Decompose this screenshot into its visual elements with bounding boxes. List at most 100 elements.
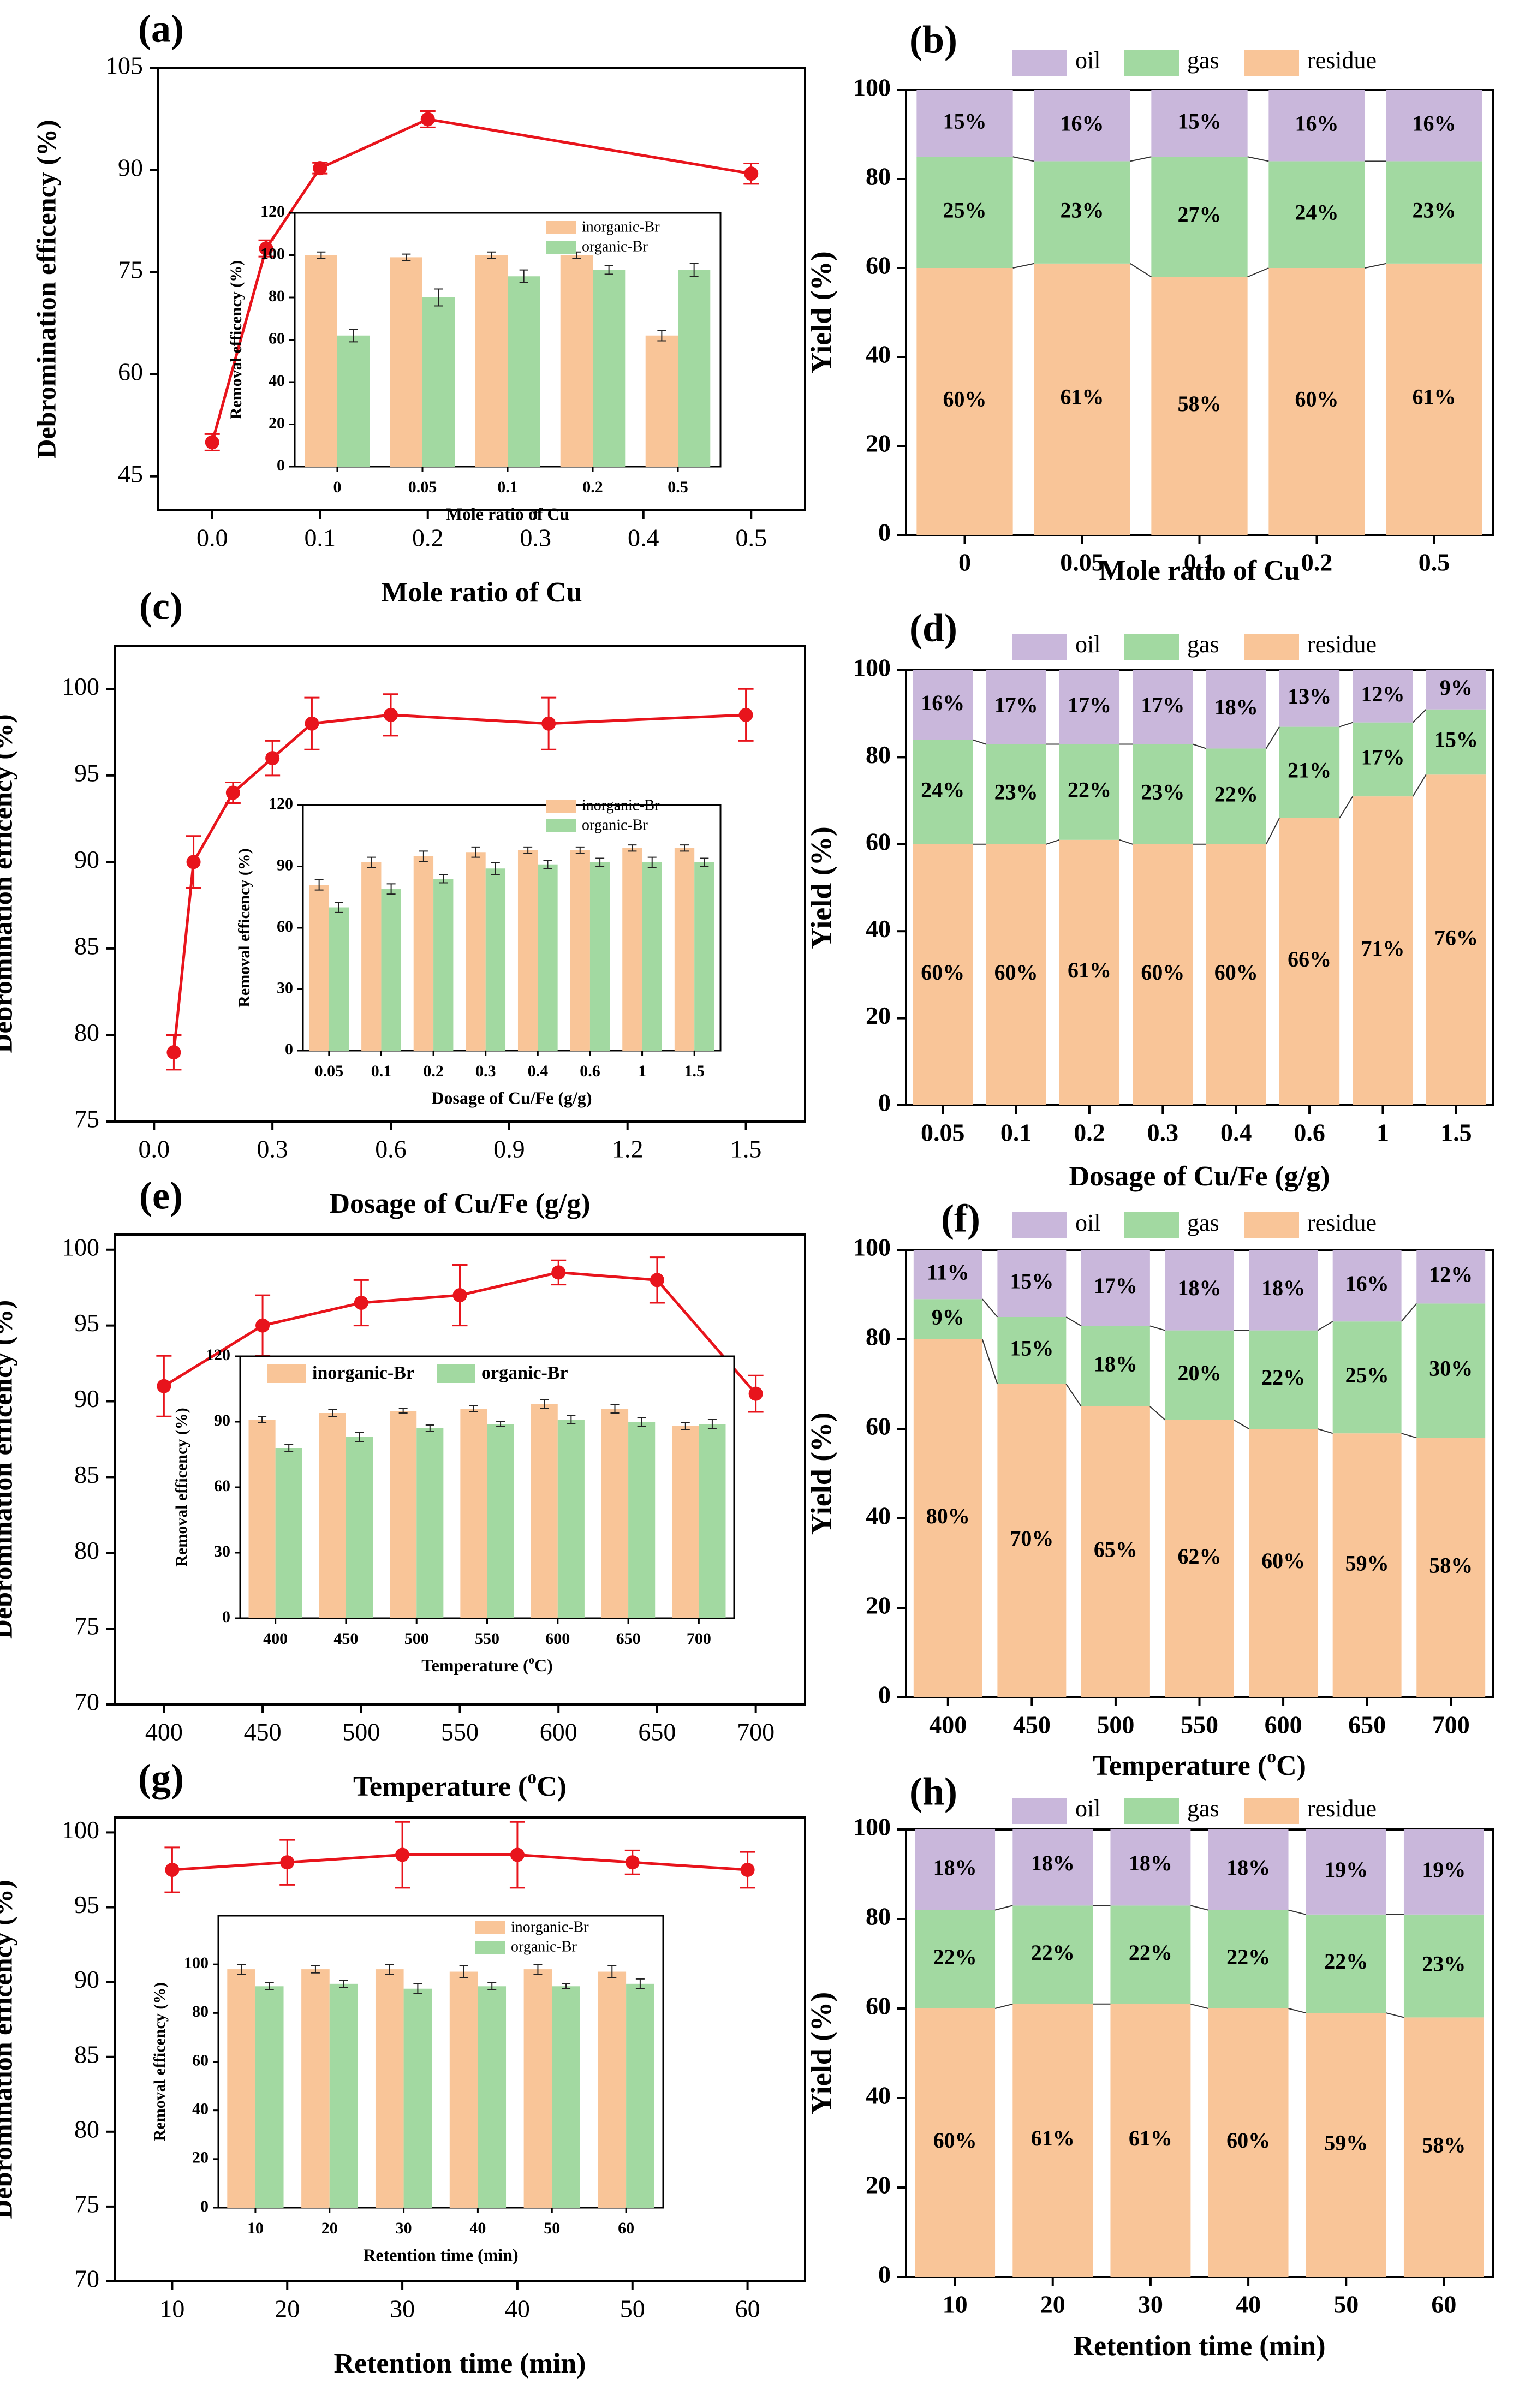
y-axis-title: Debromination efficency (%) xyxy=(31,120,61,458)
y-tick-label: 100 xyxy=(62,1233,99,1261)
y-tick-label: 75 xyxy=(74,2190,99,2218)
legend-swatch-inorganic xyxy=(267,1364,306,1383)
inset-x-tick-label: 0.05 xyxy=(315,1062,344,1080)
oil-bar xyxy=(1208,1829,1289,1910)
residue-bar xyxy=(1306,2013,1386,2277)
inorganic-bar xyxy=(309,885,329,1051)
y-axis-title: Yield (%) xyxy=(805,826,837,949)
inset-y-tick-label: 20 xyxy=(269,414,285,432)
x-tick-label: 650 xyxy=(638,1718,676,1746)
y-tick-label: 60 xyxy=(866,1412,891,1440)
connector-line xyxy=(1265,726,1280,749)
gas-data-label: 23% xyxy=(1061,198,1104,222)
gas-data-label: 27% xyxy=(1178,202,1222,227)
y-tick-label: 100 xyxy=(853,1813,891,1841)
oil-bar xyxy=(1110,1829,1191,1906)
x-tick-label: 30 xyxy=(390,2295,415,2323)
data-point xyxy=(354,1295,368,1310)
inset-x-tick-label: 1 xyxy=(638,1062,646,1080)
inset-x-tick-label: 0.1 xyxy=(371,1062,392,1080)
oil-data-label: 16% xyxy=(1061,111,1104,135)
data-point xyxy=(541,716,556,731)
gas-bar xyxy=(1034,161,1130,264)
legend-label: residue xyxy=(1307,47,1377,74)
inset-y-axis-title: Removal efficency (%) xyxy=(235,848,253,1008)
legend-label: oil xyxy=(1075,1209,1100,1236)
plot-frame xyxy=(157,67,806,511)
data-point xyxy=(748,1386,763,1401)
legend-swatch-inorganic xyxy=(546,800,576,813)
oil-data-label: 12% xyxy=(1361,682,1404,706)
connector-line xyxy=(1130,263,1152,278)
residue-data-label: 59% xyxy=(1324,2130,1368,2155)
inset-x-tick-label: 50 xyxy=(544,2219,560,2237)
legend-label: inorganic-Br xyxy=(312,1363,414,1383)
gas-data-label: 18% xyxy=(1094,1351,1137,1376)
gas-data-label: 25% xyxy=(1345,1363,1389,1387)
connector-line xyxy=(1065,1316,1082,1327)
gas-data-label: 24% xyxy=(1295,200,1339,224)
oil-bar xyxy=(915,1829,996,1910)
inset-y-tick-label: 60 xyxy=(192,2051,209,2069)
oil-bar xyxy=(1133,670,1193,744)
y-tick-label: 85 xyxy=(74,932,99,959)
gas-data-label: 9% xyxy=(932,1304,964,1329)
x-tick-label: 500 xyxy=(342,1718,380,1746)
residue-bar xyxy=(913,1339,982,1697)
legend-label: gas xyxy=(1187,631,1219,658)
residue-bar xyxy=(1279,818,1340,1105)
inset-y-tick-label: 20 xyxy=(192,2149,209,2167)
inset-x-tick-label: 500 xyxy=(404,1630,429,1648)
connector-line xyxy=(1317,1321,1333,1331)
x-tick-label: 0.2 xyxy=(1074,1119,1105,1147)
gas-bar xyxy=(1353,722,1413,797)
residue-bar xyxy=(1208,2008,1289,2277)
x-tick-label: 0.2 xyxy=(1301,549,1333,576)
gas-bar xyxy=(1206,748,1266,844)
data-point xyxy=(255,1318,270,1333)
y-tick-label: 20 xyxy=(866,430,891,457)
inset-x-axis-title: Temperature (oC) xyxy=(421,1654,553,1675)
x-tick-label: 0.0 xyxy=(196,524,228,552)
residue-bar xyxy=(1034,263,1130,535)
inset-x-tick-label: 20 xyxy=(321,2219,338,2237)
data-point xyxy=(744,166,759,181)
x-tick-label: 400 xyxy=(929,1711,967,1739)
legend-swatch-oil xyxy=(1012,50,1067,76)
connector-line xyxy=(1339,796,1354,819)
residue-bar xyxy=(997,1384,1067,1697)
organic-bar xyxy=(699,1424,726,1618)
x-tick-label: 1.2 xyxy=(612,1135,644,1163)
inset-y-tick-label: 80 xyxy=(192,2002,209,2020)
y-tick-label: 45 xyxy=(118,460,143,487)
connector-line xyxy=(972,739,986,745)
y-tick-label: 90 xyxy=(118,153,143,181)
gas-bar xyxy=(916,157,1013,268)
y-axis-title: Debromination efficency (%) xyxy=(0,714,17,1053)
x-tick-label: 0.5 xyxy=(736,524,767,552)
panel-label: (b) xyxy=(909,18,957,62)
inset-x-tick-label: 0.4 xyxy=(528,1062,549,1080)
residue-data-label: 60% xyxy=(1295,387,1339,412)
inorganic-bar xyxy=(301,1969,330,2208)
x-tick-label: 40 xyxy=(505,2295,530,2323)
x-tick-label: 0.3 xyxy=(520,524,552,552)
inset-y-tick-label: 40 xyxy=(192,2100,209,2118)
legend-label: oil xyxy=(1075,47,1100,74)
residue-data-label: 60% xyxy=(943,387,987,412)
inset-y-tick-label: 60 xyxy=(214,1477,230,1495)
inorganic-bar xyxy=(375,1969,404,2208)
oil-bar xyxy=(1306,1829,1386,1915)
gas-data-label: 24% xyxy=(921,777,964,802)
x-axis-title: Mole ratio of Cu xyxy=(1099,555,1300,586)
gas-data-label: 22% xyxy=(1261,1365,1305,1390)
panel-label: (h) xyxy=(909,1770,957,1814)
gas-data-label: 17% xyxy=(1361,745,1404,770)
residue-data-label: 58% xyxy=(1422,2132,1466,2157)
organic-bar xyxy=(487,1424,514,1618)
x-tick-label: 0.3 xyxy=(257,1135,288,1163)
organic-bar xyxy=(329,907,349,1051)
y-tick-label: 100 xyxy=(62,1816,99,1844)
y-axis-title: Debromination efficency (%) xyxy=(0,1300,17,1639)
oil-data-label: 16% xyxy=(1413,111,1456,135)
